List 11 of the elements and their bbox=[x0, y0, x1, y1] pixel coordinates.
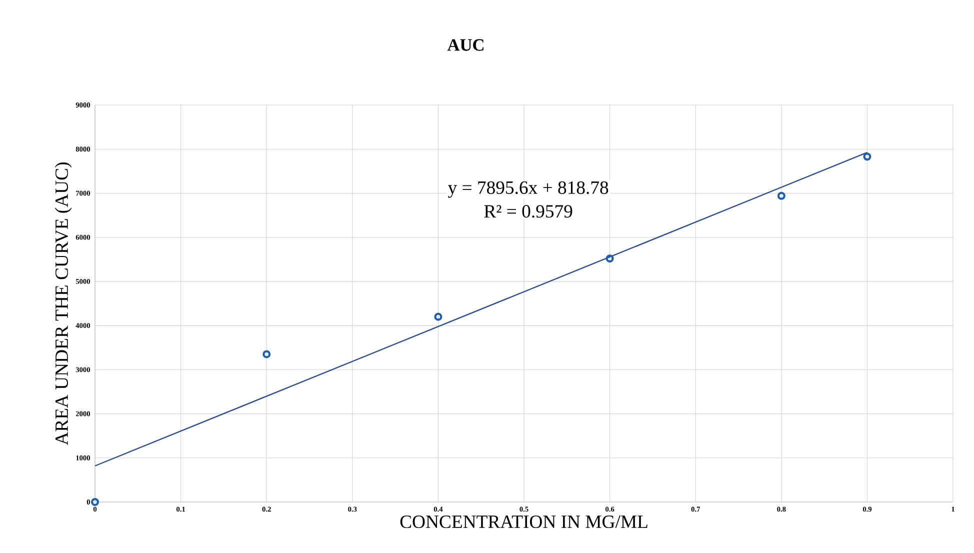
point bbox=[777, 192, 786, 200]
point bbox=[863, 152, 872, 161]
x-axis-title: CONCENTRATION IN MG/ML bbox=[400, 516, 648, 528]
annotation: y = 7895.6x + 818.78 bbox=[448, 181, 608, 198]
point bbox=[91, 498, 100, 506]
point bbox=[606, 254, 614, 263]
point bbox=[262, 350, 271, 358]
y-axis-title: AREA UNDER THE CURVE (AUC) bbox=[54, 162, 72, 446]
chart-title: AUC bbox=[447, 39, 484, 51]
annotation: R² = 0.9579 bbox=[484, 205, 572, 218]
point bbox=[434, 312, 442, 321]
